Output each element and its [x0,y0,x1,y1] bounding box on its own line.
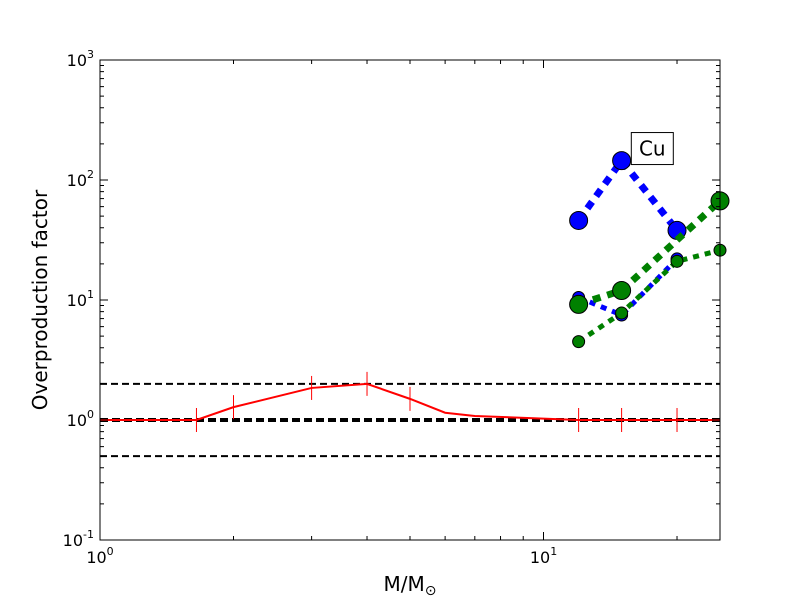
annotation-box [630,132,674,166]
x-axis-label: M/M⊙ [384,572,437,599]
y-tick-label-1: 100 [67,408,94,430]
y-tick-label-0: 10-1 [63,528,94,550]
x-tick-label-1: 101 [530,545,557,567]
series-4-point-1 [615,306,629,320]
series-2-line [577,257,679,318]
series-4-point-0 [572,335,586,349]
series-0-line [100,382,720,421]
y-axis-label: Overproduction factor [28,189,52,410]
annotation-label: Cu [639,137,666,161]
y-tick-label-2: 101 [67,288,94,310]
y-tick-label-3: 102 [67,168,94,190]
series-3-point-0 [569,294,589,314]
series-1 [569,151,687,240]
y-tick-label-4: 103 [67,48,94,70]
series-4-line [577,247,721,344]
series-4-point-2 [670,254,684,268]
x-tick-label-0: 100 [86,545,113,567]
plot-frame [99,59,721,541]
series-layer [100,151,730,432]
series-1-point-1 [612,151,632,171]
series-1-point-0 [569,210,589,230]
annotation-layer: Cu [630,132,674,166]
series-3-point-1 [612,280,632,300]
series-0 [100,371,720,432]
